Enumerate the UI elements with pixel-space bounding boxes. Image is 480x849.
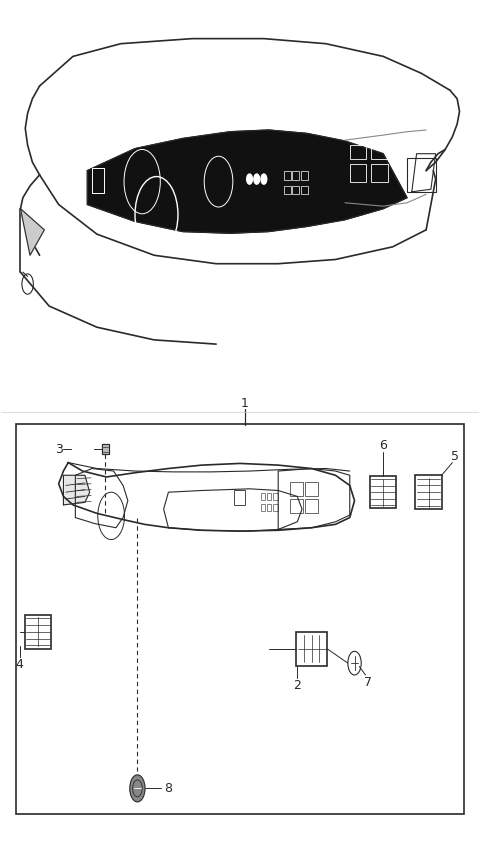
Bar — [284, 186, 290, 194]
Bar — [371, 145, 388, 159]
Bar — [305, 499, 318, 513]
Bar — [290, 499, 302, 513]
Circle shape — [130, 775, 145, 802]
Bar — [267, 493, 272, 500]
Bar — [234, 490, 245, 505]
Bar — [273, 504, 278, 511]
Bar — [292, 171, 299, 180]
Bar — [261, 504, 265, 511]
Polygon shape — [102, 444, 109, 454]
Bar — [370, 476, 396, 509]
Bar — [350, 145, 366, 159]
Circle shape — [254, 174, 260, 184]
Text: 5: 5 — [451, 450, 459, 464]
Text: 6: 6 — [379, 439, 387, 453]
Bar — [292, 186, 299, 194]
Bar — [296, 632, 327, 666]
Bar — [16, 424, 464, 813]
Circle shape — [261, 174, 267, 184]
Bar — [371, 164, 388, 183]
Bar — [290, 482, 302, 496]
Bar — [301, 186, 308, 194]
Circle shape — [247, 174, 252, 184]
Bar — [301, 171, 308, 180]
Polygon shape — [87, 130, 407, 233]
Bar — [350, 164, 366, 183]
Bar — [261, 493, 265, 500]
Bar — [407, 158, 436, 192]
Text: 7: 7 — [364, 676, 372, 689]
Bar — [273, 493, 278, 500]
Text: 1: 1 — [241, 396, 249, 410]
Bar — [25, 615, 51, 649]
Text: 8: 8 — [164, 782, 172, 795]
Polygon shape — [63, 475, 90, 505]
Bar — [305, 482, 318, 496]
Bar — [415, 475, 442, 509]
Text: 4: 4 — [15, 658, 24, 672]
Bar — [284, 171, 290, 180]
Text: 3: 3 — [55, 442, 62, 456]
Bar — [267, 504, 272, 511]
Polygon shape — [21, 209, 44, 256]
Text: 2: 2 — [293, 678, 301, 692]
